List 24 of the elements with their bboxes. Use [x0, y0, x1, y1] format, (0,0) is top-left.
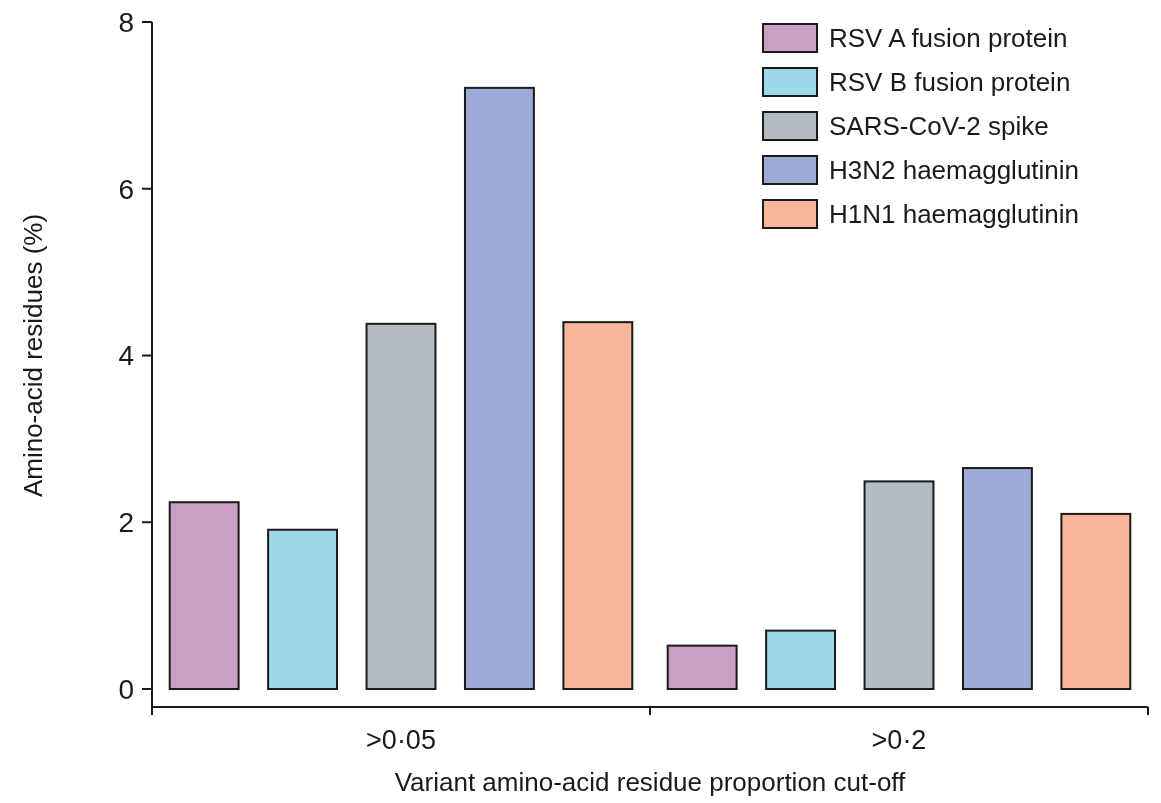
bar	[168, 501, 240, 690]
bar	[267, 528, 339, 690]
x-axis-title: Variant amino-acid residue proportion cut-off	[394, 767, 907, 797]
legend-label: RSV A fusion protein	[829, 23, 1068, 54]
legend-label: RSV B fusion protein	[829, 67, 1071, 98]
bar	[765, 629, 837, 690]
bar	[863, 480, 935, 690]
bar	[365, 322, 437, 690]
y-tick-label: 0	[118, 673, 134, 705]
y-axis-title: Amino-acid residues (%)	[18, 213, 48, 498]
y-tick-label: 6	[118, 173, 134, 205]
legend-label: H3N2 haemagglutinin	[829, 155, 1080, 186]
bar	[961, 467, 1033, 690]
x-tick-label: >0·05	[366, 725, 436, 755]
bar	[1060, 512, 1132, 690]
y-tick-label: 8	[118, 6, 134, 38]
y-tick-label: 2	[118, 507, 134, 539]
bar	[562, 321, 634, 690]
legend-label: H1N1 haemagglutinin	[829, 199, 1080, 230]
bar	[463, 86, 535, 690]
x-tick-label: >0·2	[871, 725, 927, 755]
legend-label: SARS-CoV-2 spike	[829, 111, 1049, 142]
bar	[666, 644, 738, 690]
y-tick-label: 4	[118, 340, 134, 372]
